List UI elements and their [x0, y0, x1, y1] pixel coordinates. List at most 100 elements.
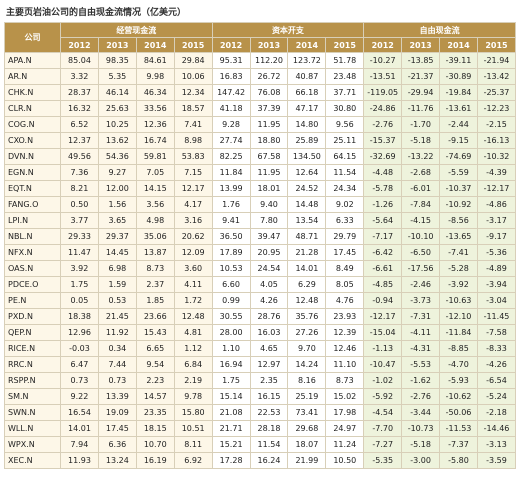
value-cell: -10.37 [439, 180, 478, 197]
value-cell: -39.11 [439, 52, 478, 69]
value-cell: 4.26 [249, 292, 289, 309]
year-header: 2013 [97, 37, 137, 53]
value-cell: 14.48 [287, 196, 327, 213]
value-cell: -7.31 [401, 308, 441, 325]
value-cell: -3.17 [476, 212, 517, 229]
value-cell: 21.71 [211, 420, 251, 437]
value-cell: -14.46 [476, 420, 517, 437]
value-cell: 29.84 [173, 52, 213, 69]
company-name: QEP.N [4, 324, 61, 341]
company-name: DVN.N [4, 148, 61, 165]
value-cell: -5.18 [401, 132, 441, 149]
value-cell: 49.56 [60, 148, 99, 165]
value-cell: 20.95 [249, 244, 289, 261]
value-cell: -5.18 [401, 436, 441, 453]
value-cell: -11.76 [401, 100, 441, 117]
value-cell: -5.64 [363, 212, 403, 229]
value-cell: 82.25 [211, 148, 251, 165]
value-cell: -15.37 [363, 132, 403, 149]
company-row: LPI.N 3.77 3.65 4.98 3.16 9.41 7.80 13.54 6.33 -5… [4, 212, 517, 229]
value-cell: -8.33 [476, 340, 517, 357]
value-cell: -4.89 [476, 260, 517, 277]
value-cell: -2.15 [476, 116, 517, 133]
value-cell: 0.05 [60, 292, 99, 309]
value-cell: 12.48 [287, 292, 327, 309]
value-cell: 10.50 [325, 452, 365, 469]
value-cell: -5.78 [363, 180, 403, 197]
value-cell: -4.26 [476, 356, 517, 373]
value-cell: 37.39 [249, 100, 289, 117]
value-cell: 29.37 [97, 228, 137, 245]
value-cell: -21.37 [401, 68, 441, 85]
company-row: APA.N 85.04 98.35 84.61 29.84 95.31 112.20 123.… [4, 52, 517, 69]
value-cell: 4.76 [325, 292, 365, 309]
company-row: CXO.N 12.37 13.62 16.74 8.98 27.74 18.80 25.89 2… [4, 132, 517, 149]
value-cell: -7.41 [439, 244, 478, 261]
value-cell: 0.34 [97, 340, 137, 357]
value-cell: 23.66 [135, 308, 175, 325]
value-cell: -7.27 [363, 436, 403, 453]
value-cell: 18.07 [287, 436, 327, 453]
value-cell: 12.39 [325, 324, 365, 341]
value-cell: 8.21 [60, 180, 99, 197]
value-cell: -10.63 [439, 292, 478, 309]
value-cell: -5.93 [439, 372, 478, 389]
company-name: WPX.N [4, 436, 61, 453]
value-cell: 20.62 [173, 228, 213, 245]
value-cell: -5.36 [476, 244, 517, 261]
value-cell: 46.14 [97, 84, 137, 101]
value-cell: -10.62 [439, 388, 478, 405]
year-header: 2013 [249, 37, 289, 53]
value-cell: 12.46 [325, 340, 365, 357]
company-name: EGN.N [4, 164, 61, 181]
value-cell: 0.50 [60, 196, 99, 213]
header-group-row: 公司 经营现金流 资本开支 自由现金流 [4, 22, 516, 53]
company-name: PXD.N [4, 308, 61, 325]
value-cell: -1.13 [363, 340, 403, 357]
value-cell: -4.70 [439, 356, 478, 373]
value-cell: -7.58 [476, 324, 517, 341]
value-cell: -50.06 [439, 404, 478, 421]
value-cell: 15.14 [211, 388, 251, 405]
value-cell: -12.23 [476, 100, 517, 117]
value-cell: 11.92 [97, 324, 137, 341]
value-cell: -4.48 [363, 164, 403, 181]
value-cell: 11.54 [325, 164, 365, 181]
value-cell: 21.99 [287, 452, 327, 469]
value-cell: 11.54 [249, 436, 289, 453]
value-cell: 2.35 [249, 372, 289, 389]
value-cell: -7.37 [439, 436, 478, 453]
value-cell: 35.06 [135, 228, 175, 245]
value-cell: 15.43 [135, 324, 175, 341]
value-cell: 11.93 [60, 452, 99, 469]
value-cell: 13.62 [97, 132, 137, 149]
value-cell: 18.15 [135, 420, 175, 437]
value-cell: 12.48 [173, 308, 213, 325]
company-name: RSPP.N [4, 372, 61, 389]
value-cell: -12.10 [439, 308, 478, 325]
value-cell: -8.85 [439, 340, 478, 357]
value-cell: 2.23 [135, 372, 175, 389]
value-cell: 33.56 [135, 100, 175, 117]
company-name: EQT.N [4, 180, 61, 197]
value-cell: -4.15 [401, 212, 441, 229]
value-cell: 7.41 [173, 116, 213, 133]
value-cell: -2.68 [401, 164, 441, 181]
company-row: QEP.N 12.96 11.92 15.43 4.81 28.00 16.03 27.26 1… [4, 324, 517, 341]
value-cell: 9.78 [173, 388, 213, 405]
value-cell: -17.56 [401, 260, 441, 277]
value-cell: 27.74 [211, 132, 251, 149]
value-cell: 84.61 [135, 52, 175, 69]
value-cell: -13.22 [401, 148, 441, 165]
company-name: APA.N [4, 52, 61, 69]
value-cell: 30.80 [325, 100, 365, 117]
value-cell: -19.84 [439, 84, 478, 101]
value-cell: -4.39 [476, 164, 517, 181]
value-cell: 5.35 [97, 68, 137, 85]
value-cell: -25.37 [476, 84, 517, 101]
company-row: AR.N 3.32 5.35 9.98 10.06 16.83 26.72 40.87 23.4… [4, 68, 517, 85]
company-name: RICE.N [4, 340, 61, 357]
value-cell: -5.92 [363, 388, 403, 405]
value-cell: 13.39 [97, 388, 137, 405]
company-row: WPX.N 7.94 6.36 10.70 8.11 15.21 11.54 18.07 11.… [4, 436, 517, 453]
